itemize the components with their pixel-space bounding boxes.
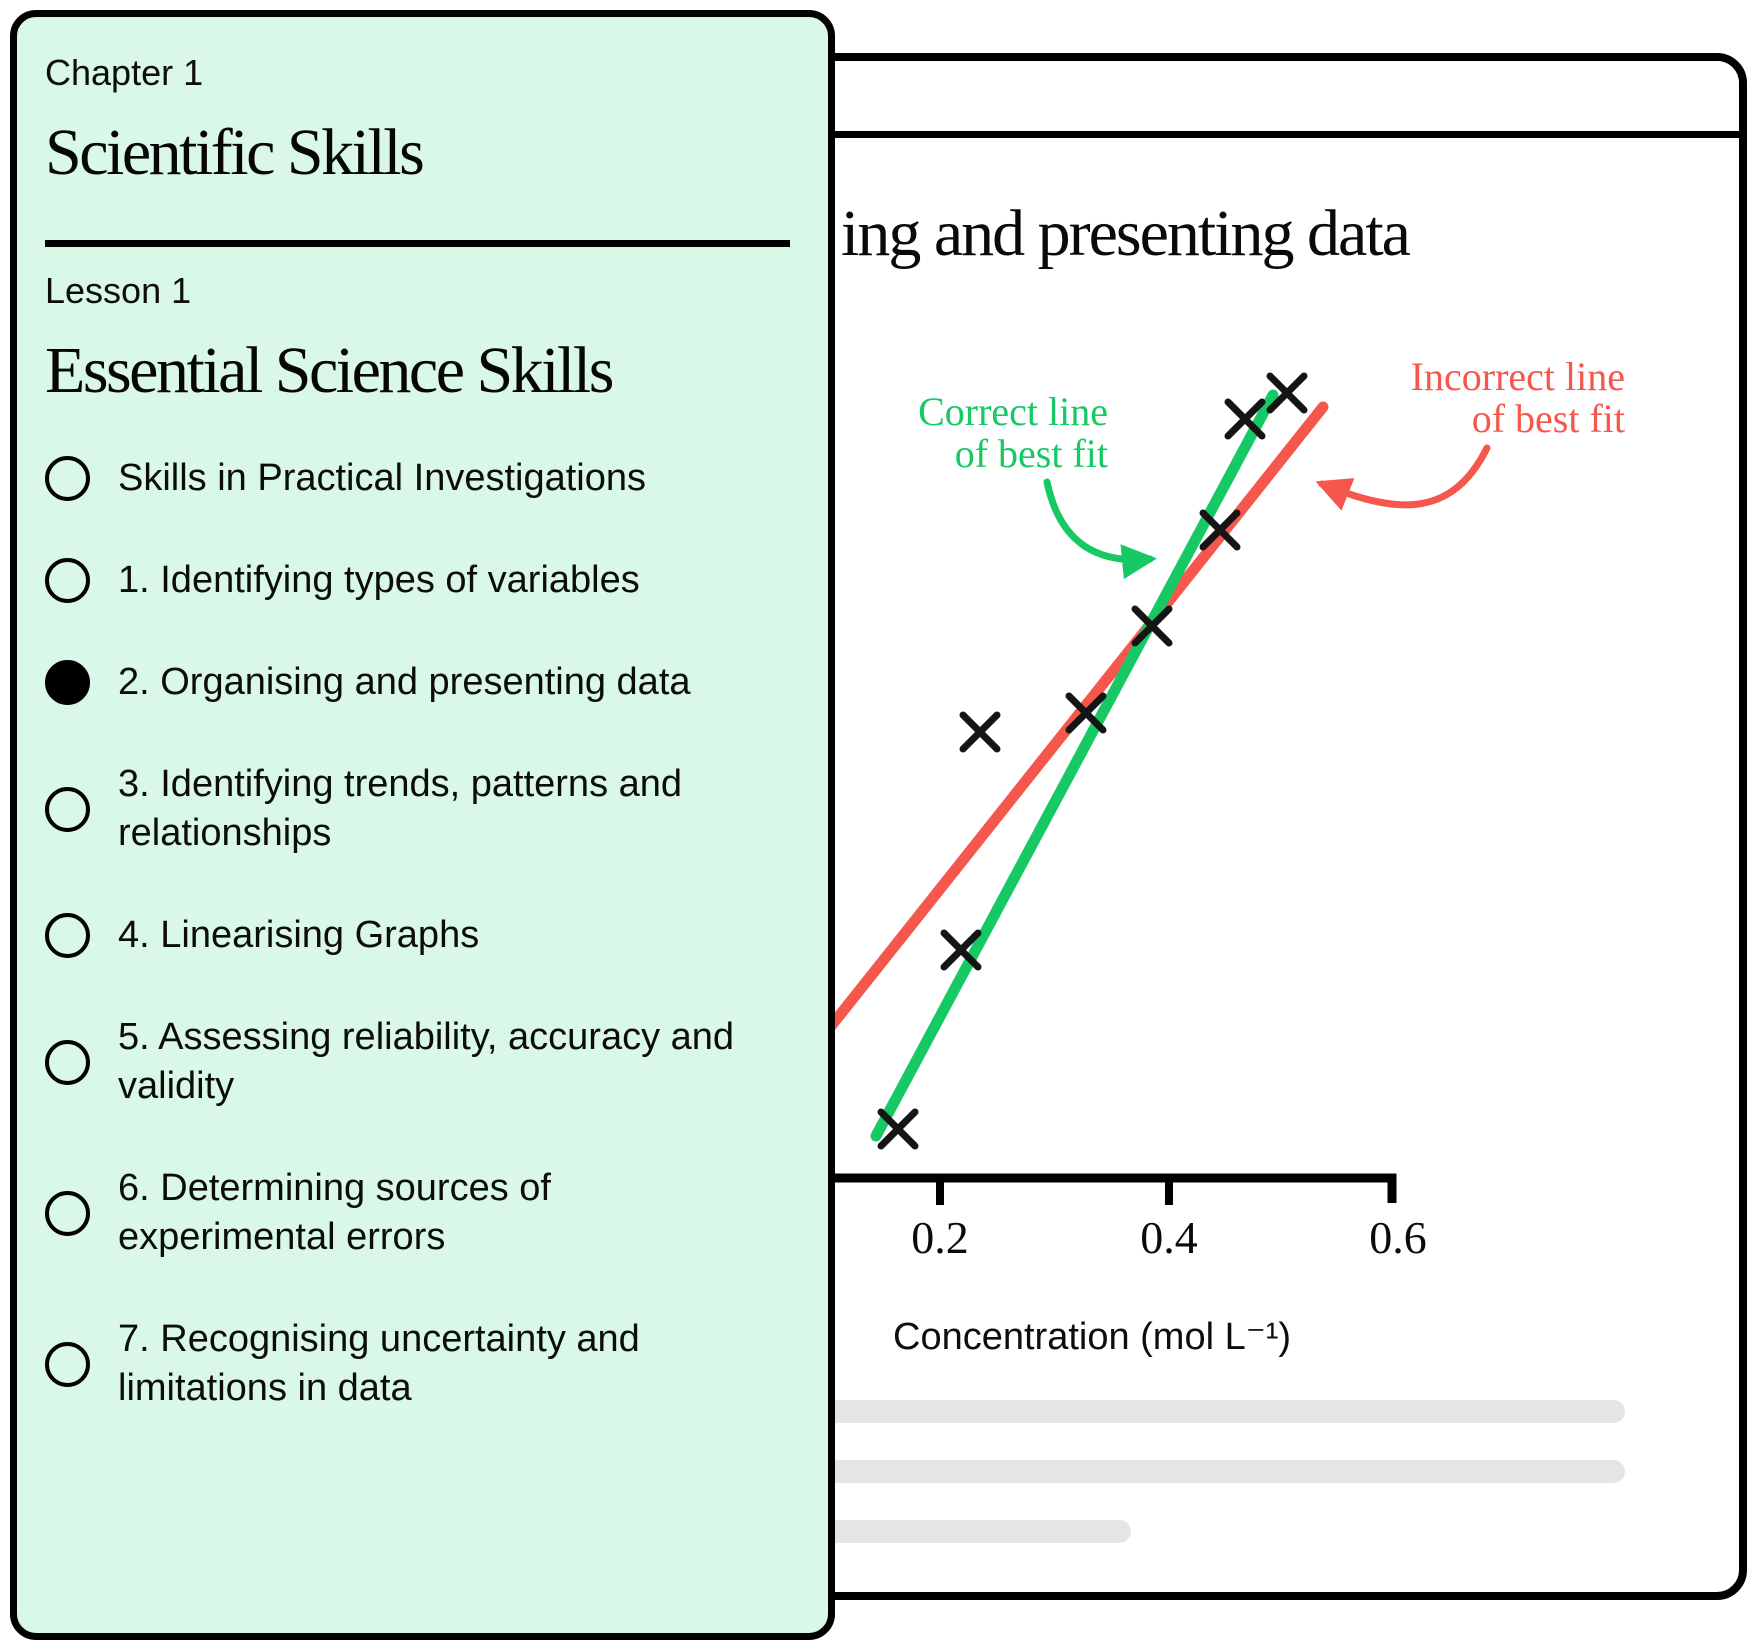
lesson-item[interactable]: Skills in Practical Investigations [45, 454, 804, 503]
lesson-item-label: 2. Organising and presenting data [118, 661, 691, 704]
lesson-radio-circle[interactable] [45, 786, 90, 832]
lesson-item[interactable]: 6. Determining sources of experimental e… [45, 1164, 804, 1262]
lesson-sidebar: Chapter 1 Scientific Skills Lesson 1 Ess… [10, 10, 835, 1640]
lesson-item-label: 1. Identifying types of variables [118, 559, 640, 602]
lesson-item-label: 7. Recognising uncertainty and limitatio… [118, 1318, 640, 1410]
lesson-radio-circle[interactable] [45, 456, 90, 502]
page-title: ing and presenting data [841, 197, 1411, 270]
lesson-radio-circle[interactable] [45, 1039, 90, 1085]
lesson-item[interactable]: 3. Identifying trends, patterns and rela… [45, 760, 804, 858]
lesson-radio-circle[interactable] [45, 913, 90, 959]
lesson-label: Lesson 1 [45, 269, 192, 311]
lesson-item[interactable]: 5. Assessing reliability, accuracy and v… [45, 1013, 804, 1111]
lesson-item[interactable]: 2. Organising and presenting data [45, 658, 804, 707]
lesson-radio-circle[interactable] [45, 1190, 90, 1236]
lesson-item-label: 6. Determining sources of experimental e… [118, 1167, 551, 1259]
sidebar-divider [45, 239, 790, 247]
lesson-item[interactable]: 7. Recognising uncertainty and limitatio… [45, 1315, 804, 1413]
lesson-item[interactable]: 1. Identifying types of variables [45, 556, 804, 605]
lesson-item-label: 4. Linearising Graphs [118, 914, 480, 957]
lesson-list: Skills in Practical Investigations 1. Id… [45, 454, 804, 1413]
lesson-title: Essential Science Skills [45, 333, 614, 407]
lesson-radio-circle[interactable] [45, 1341, 90, 1387]
lesson-item-label: 5. Assessing reliability, accuracy and v… [118, 1016, 735, 1108]
chapter-label: Chapter 1 [45, 52, 204, 93]
lesson-item[interactable]: 4. Linearising Graphs [45, 911, 804, 960]
lesson-item-label: 3. Identifying trends, patterns and rela… [118, 763, 683, 855]
lesson-item-label: Skills in Practical Investigations [118, 457, 646, 500]
lesson-radio-circle[interactable] [45, 660, 90, 706]
lesson-radio-circle[interactable] [45, 558, 90, 604]
chapter-title: Scientific Skills [45, 116, 425, 189]
